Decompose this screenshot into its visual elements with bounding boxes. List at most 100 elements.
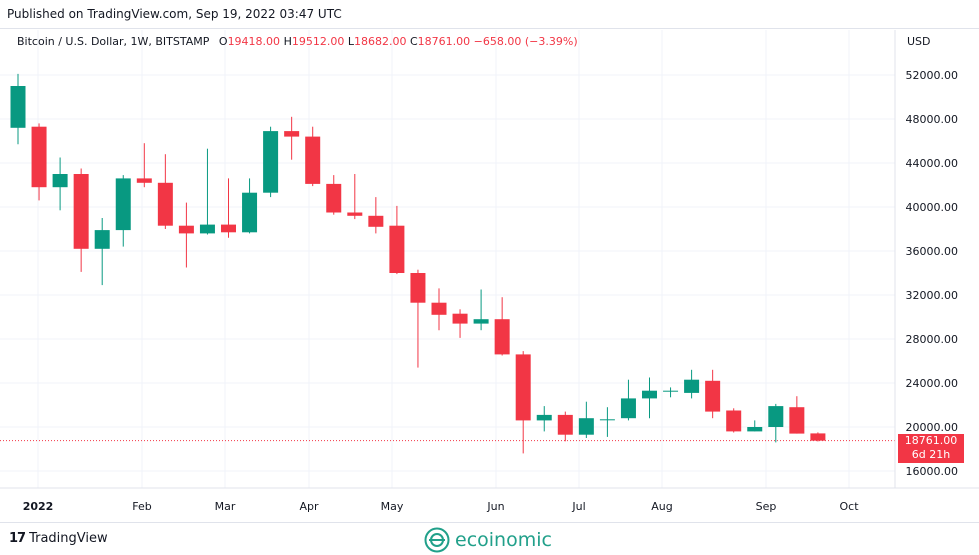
price-tick-label: 32000.00 [906, 289, 959, 302]
chart-grid [0, 30, 895, 488]
candle-body [263, 131, 279, 193]
candle-body [810, 433, 826, 441]
candle-body [326, 183, 342, 213]
candle-body [221, 224, 236, 233]
open-value: 19418.00 [227, 35, 281, 48]
candle-body [199, 224, 215, 234]
change-value: −658.00 (−3.39%) [473, 35, 578, 48]
candle-body [599, 419, 615, 421]
tradingview-wordmark: TradingView [29, 531, 108, 546]
candle-body [347, 212, 363, 216]
candle-body [536, 414, 552, 421]
candle-body [31, 126, 47, 188]
candle [599, 407, 615, 437]
candle-body [494, 319, 510, 355]
ecoinomic-watermark: ecoinomic [424, 527, 552, 553]
candle-body [620, 398, 636, 419]
candle [642, 377, 657, 419]
candle [578, 401, 594, 438]
time-tick-label: Aug [651, 500, 672, 513]
candle [663, 387, 679, 398]
tradingview-logo-icon: 𝟭𝟳 [9, 531, 26, 546]
close-label: C [409, 35, 418, 48]
candle-body [473, 319, 489, 324]
top-bar: Published on TradingView.com, Sep 19, 20… [0, 0, 979, 30]
bar-countdown: 6d 21h [911, 448, 951, 461]
candle-body [284, 131, 300, 137]
candle-body [136, 178, 152, 183]
candle [684, 369, 700, 399]
time-tick-label: Feb [132, 500, 151, 513]
candle [368, 197, 384, 234]
candle-body [178, 225, 194, 234]
last-price-tag: 18761.00 6d 21h [898, 434, 964, 463]
candle-body [663, 390, 679, 392]
candle-body [705, 380, 721, 412]
candle [115, 175, 131, 247]
candle-body [410, 273, 426, 303]
candle-body [73, 174, 89, 249]
candle [789, 396, 805, 434]
ecoinomic-logo-icon [424, 527, 450, 553]
time-tick-label: Jul [571, 500, 585, 513]
candle-body [431, 302, 447, 315]
candle [326, 175, 342, 215]
candle [494, 297, 510, 356]
last-price-value: 18761.00 [904, 434, 958, 447]
candle [221, 178, 236, 238]
candle [536, 406, 552, 432]
candle [515, 351, 531, 454]
time-tick-label: Sep [756, 500, 777, 513]
candle-body [10, 86, 26, 128]
candle-body [52, 174, 68, 188]
tradingview-logo[interactable]: 𝟭𝟳 TradingView [9, 531, 108, 546]
candle [73, 168, 89, 272]
price-tick-label: 44000.00 [906, 157, 959, 170]
price-tick-label: 24000.00 [906, 377, 959, 390]
time-tick-label: Jun [486, 500, 504, 513]
candle-body [305, 136, 321, 184]
candle [389, 205, 405, 275]
candle-body [368, 215, 384, 227]
candle [284, 116, 300, 160]
candle-body [157, 182, 173, 226]
candle-body [452, 313, 468, 324]
candle-body [789, 407, 805, 434]
open-label: O [218, 35, 228, 48]
ecoinomic-wordmark: ecoinomic [455, 529, 552, 551]
published-note: Published on TradingView.com, Sep 19, 20… [7, 7, 342, 21]
candle-body [578, 418, 594, 435]
candle [94, 218, 110, 286]
price-tick-label: 52000.00 [906, 69, 959, 82]
candle [768, 403, 784, 443]
candle-body [515, 354, 531, 421]
candles [10, 73, 826, 454]
candle [747, 420, 763, 432]
candle [620, 379, 636, 421]
price-tick-label: 28000.00 [906, 333, 959, 346]
candle [705, 369, 721, 419]
candle [347, 174, 363, 220]
candle [473, 289, 489, 331]
close-value: 18761.00 [417, 35, 471, 48]
candle [726, 408, 742, 433]
candle [452, 309, 468, 338]
candle [52, 157, 68, 211]
candle [242, 178, 258, 234]
price-tick-label: 20000.00 [906, 421, 959, 434]
candle [557, 411, 573, 442]
candle [136, 143, 152, 188]
time-axis: 2022 Feb Mar Apr May Jun Jul Aug Sep Oct [0, 487, 979, 513]
candle [31, 123, 47, 201]
candle [199, 148, 215, 235]
bottom-divider [0, 522, 979, 523]
candle [263, 126, 279, 198]
candle [810, 432, 826, 442]
time-tick-label: 2022 [23, 500, 54, 513]
candle-body [726, 410, 742, 432]
low-label: L [347, 35, 354, 48]
currency-label: USD [907, 35, 931, 48]
time-tick-label: Mar [215, 500, 236, 513]
time-tick-label: Oct [839, 500, 859, 513]
